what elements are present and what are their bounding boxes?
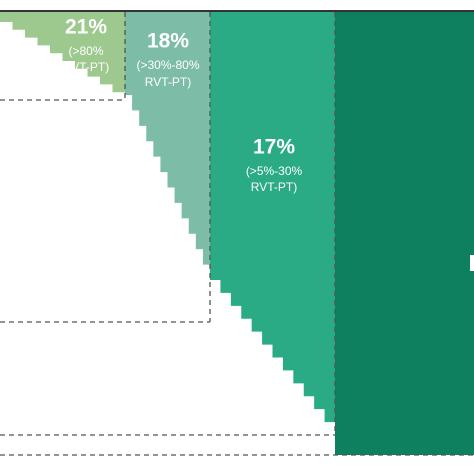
segment [125, 12, 210, 280]
segment [0, 12, 125, 100]
dashed-lines [0, 12, 474, 456]
segment-label: RVT-PT) [145, 75, 191, 89]
segment-label: RVT-PT) [63, 60, 109, 74]
labels: 21% (>80% RVT-PT) 18% (>30%-80% RVT-PT) 17% (>5… [63, 16, 303, 195]
segment-label: (>5%-30% [246, 164, 303, 178]
value-label: 21% [65, 16, 107, 39]
segment-label: (>30%-80% [136, 58, 199, 72]
segment-label: RVT-PT) [251, 180, 297, 194]
value-label: 17% [253, 136, 295, 159]
segment-label: (>80% [68, 44, 103, 58]
segment [210, 12, 335, 435]
value-label: 18% [147, 30, 189, 53]
notch [470, 255, 474, 271]
last-segment [335, 12, 474, 455]
segments [0, 12, 335, 435]
